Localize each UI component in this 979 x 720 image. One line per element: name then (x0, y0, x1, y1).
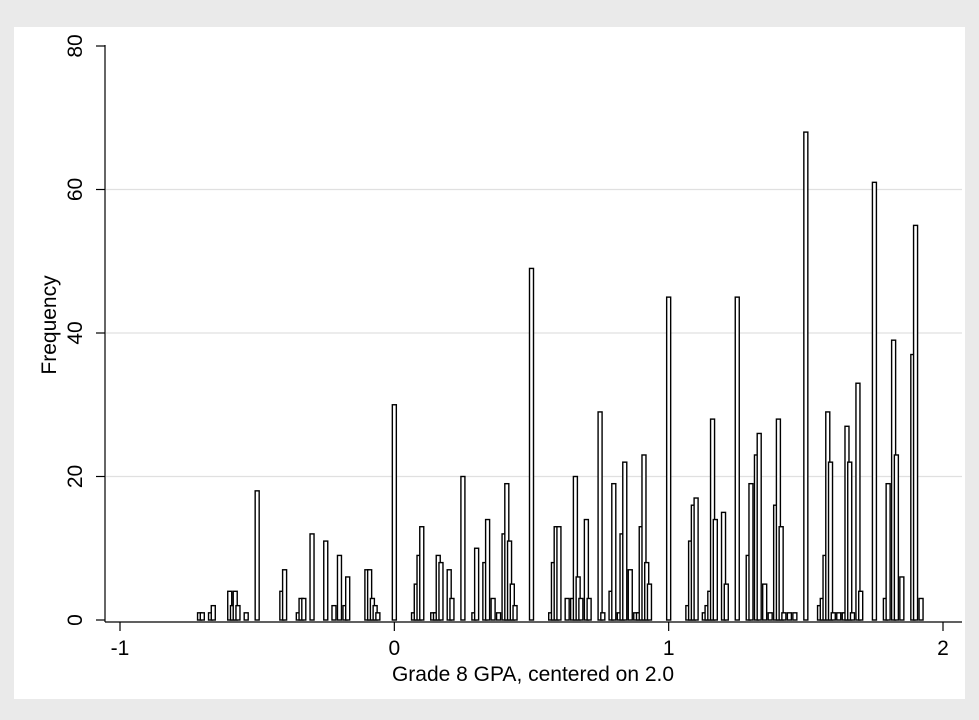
ticks: 0 20 40 60 80 -1 0 1 2 (64, 34, 949, 660)
bar-18 (336, 554, 343, 621)
bar-112 (855, 382, 861, 621)
bar-47 (509, 583, 515, 621)
bar-67 (622, 461, 628, 621)
x-tick-label-2: 1 (663, 637, 675, 660)
bar-41 (484, 518, 491, 621)
bar-7 (235, 604, 241, 621)
bar-60 (586, 597, 592, 621)
bar-56 (572, 475, 579, 621)
bar-17 (331, 604, 337, 621)
bar-91 (756, 432, 762, 621)
bar-25 (375, 612, 381, 621)
bar-15 (309, 533, 315, 621)
bar-105 (827, 461, 834, 621)
bar-46 (506, 540, 513, 621)
bar-64 (611, 482, 617, 621)
bar-14 (301, 597, 307, 621)
bar-74 (646, 583, 653, 621)
bar-48 (512, 604, 518, 621)
x-tick-label-0: -1 (111, 637, 130, 660)
bar-9 (254, 490, 260, 621)
bar-86 (723, 583, 729, 621)
bar-97 (781, 612, 787, 621)
bar-106 (830, 612, 836, 621)
bar-114 (871, 181, 878, 621)
bar-95 (775, 418, 782, 621)
bar-3 (210, 604, 216, 621)
bar-98 (786, 612, 793, 621)
bar-113 (858, 590, 864, 621)
bar-111 (849, 612, 856, 621)
bars (196, 131, 924, 621)
bar-116 (885, 482, 891, 621)
bar-89 (748, 482, 754, 621)
bar-87 (734, 296, 740, 621)
bar-118 (893, 454, 900, 621)
bar-107 (836, 612, 842, 621)
y-tick-label-2: 40 (64, 321, 87, 344)
bar-53 (556, 526, 562, 621)
x-tick-label-1: 0 (388, 637, 400, 660)
bar-58 (578, 597, 584, 621)
bar-110 (847, 461, 853, 621)
bar-99 (792, 612, 798, 621)
bar-92 (761, 583, 768, 621)
bar-20 (344, 576, 351, 621)
bar-37 (460, 475, 466, 621)
bar-30 (419, 526, 425, 621)
bar-119 (899, 576, 905, 621)
y-tick-label-4: 80 (64, 34, 87, 57)
y-axis-label: Frequency (38, 275, 61, 375)
bar-42 (490, 597, 496, 621)
bar-34 (438, 561, 444, 621)
bar-62 (600, 612, 606, 621)
bar-16 (323, 540, 329, 621)
bar-22 (366, 569, 373, 621)
bar-61 (597, 411, 603, 621)
bar-75 (665, 296, 672, 621)
bar-122 (918, 597, 924, 621)
bar-84 (712, 518, 719, 621)
bar-93 (767, 612, 773, 621)
bar-54 (564, 597, 570, 621)
bar-8 (243, 612, 249, 621)
bar-79 (693, 497, 699, 621)
bar-35 (446, 569, 452, 621)
bar-11 (281, 569, 288, 621)
bar-59 (583, 518, 590, 621)
bar-1 (199, 612, 206, 621)
bar-68 (627, 569, 633, 621)
bar-39 (473, 547, 480, 621)
bar-72 (641, 454, 647, 621)
x-axis-label: Grade 8 GPA, centered on 2.0 (392, 663, 674, 686)
bar-36 (449, 597, 455, 621)
y-tick-label-3: 60 (64, 178, 87, 201)
bar-121 (912, 224, 919, 621)
bar-100 (803, 131, 809, 621)
bar-96 (778, 526, 784, 621)
bar-85 (720, 511, 727, 621)
bar-49 (528, 267, 535, 621)
y-tick-label-0: 0 (64, 614, 87, 626)
y-tick-label-1: 20 (64, 465, 87, 488)
bar-26 (391, 404, 398, 621)
x-tick-label-3: 2 (937, 637, 949, 660)
bar-43 (495, 612, 502, 621)
